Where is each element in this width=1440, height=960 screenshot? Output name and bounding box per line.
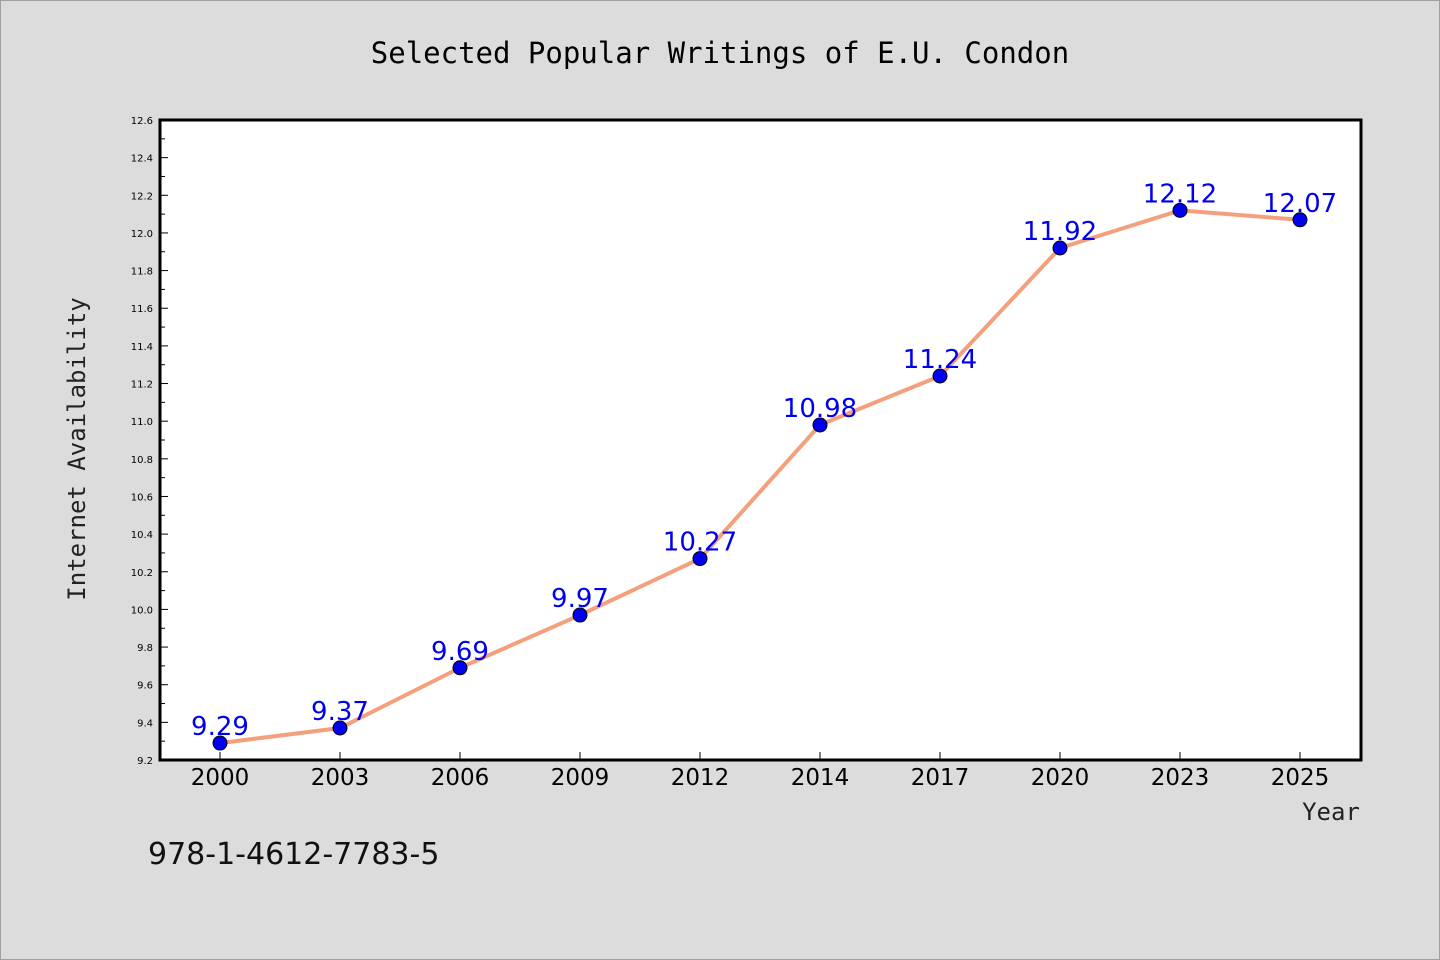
data-label: 12.12 — [1143, 179, 1217, 209]
y-tick-label: 11.4 — [131, 342, 153, 353]
data-point — [332, 720, 348, 736]
data-labels: 9.29 9.37 9.69 9.97 10.27 10.98 11.24 11.92 12.1… — [191, 179, 1337, 742]
x-tick-label: 2012 — [671, 765, 730, 791]
y-tick-label: 10.0 — [131, 605, 153, 616]
y-tick-label: 12.0 — [131, 229, 153, 240]
y-tick-label: 11.6 — [131, 304, 153, 315]
y-tick-label: 9.4 — [137, 718, 153, 729]
data-point — [1052, 240, 1068, 256]
data-label: 11.92 — [1023, 217, 1097, 247]
x-tick-label: 2020 — [1031, 765, 1090, 791]
x-tick-label: 2023 — [1151, 765, 1210, 791]
data-point — [452, 660, 468, 676]
data-point — [1292, 212, 1308, 228]
data-label: 9.97 — [551, 584, 609, 614]
y-tick-label: 12.6 — [131, 116, 153, 127]
data-point — [1172, 202, 1188, 218]
data-point — [812, 417, 828, 433]
data-label: 11.24 — [903, 345, 977, 375]
x-axis-title: Year — [1302, 798, 1360, 826]
y-tick-label: 11.8 — [131, 267, 153, 278]
data-point — [932, 368, 948, 384]
plot-area — [158, 118, 1363, 762]
y-tick-label: 12.4 — [131, 154, 153, 165]
x-tick-label: 2009 — [551, 765, 610, 791]
x-tick-label: 2003 — [311, 765, 370, 791]
data-label: 12.07 — [1263, 189, 1337, 219]
y-tick-label: 12.2 — [131, 191, 153, 202]
y-tick-label: 9.2 — [137, 756, 153, 767]
y-tick-label: 11.0 — [131, 417, 153, 428]
data-label: 9.29 — [191, 712, 249, 742]
isbn-note: 978-1-4612-7783-5 — [148, 837, 439, 872]
data-markers — [212, 202, 1308, 751]
data-point — [572, 607, 588, 623]
chart-title: Selected Popular Writings of E.U. Condon — [371, 36, 1069, 70]
y-tick-label: 10.6 — [131, 492, 153, 503]
x-tick-label: 2014 — [791, 765, 850, 791]
data-label: 10.27 — [663, 528, 737, 558]
series-line — [219, 208, 1301, 746]
y-axis: 9.2 9.4 9.6 9.8 10.0 10.2 10.4 10.6 10.8 11.0 11.2… — [131, 116, 168, 767]
x-tick-label: 2025 — [1271, 765, 1330, 791]
data-point — [212, 735, 228, 751]
data-label: 10.98 — [783, 394, 857, 424]
x-tick-label: 2000 — [191, 765, 250, 791]
x-tick-label: 2006 — [431, 765, 490, 791]
y-tick-label: 9.8 — [137, 643, 153, 654]
y-tick-label: 10.4 — [131, 530, 153, 541]
y-tick-label: 11.2 — [131, 380, 153, 391]
y-tick-label: 9.6 — [137, 681, 153, 692]
data-label: 9.37 — [311, 697, 369, 727]
x-tick-label: 2017 — [911, 765, 970, 791]
y-axis-title: Internet Availability — [63, 297, 91, 600]
y-tick-label: 10.8 — [131, 455, 153, 466]
data-label: 9.69 — [431, 637, 489, 667]
data-point — [692, 551, 708, 567]
y-tick-label: 10.2 — [131, 568, 153, 579]
x-axis: 2000 2003 2006 2009 2012 2014 2017 2020 2023 2025 — [191, 752, 1330, 791]
